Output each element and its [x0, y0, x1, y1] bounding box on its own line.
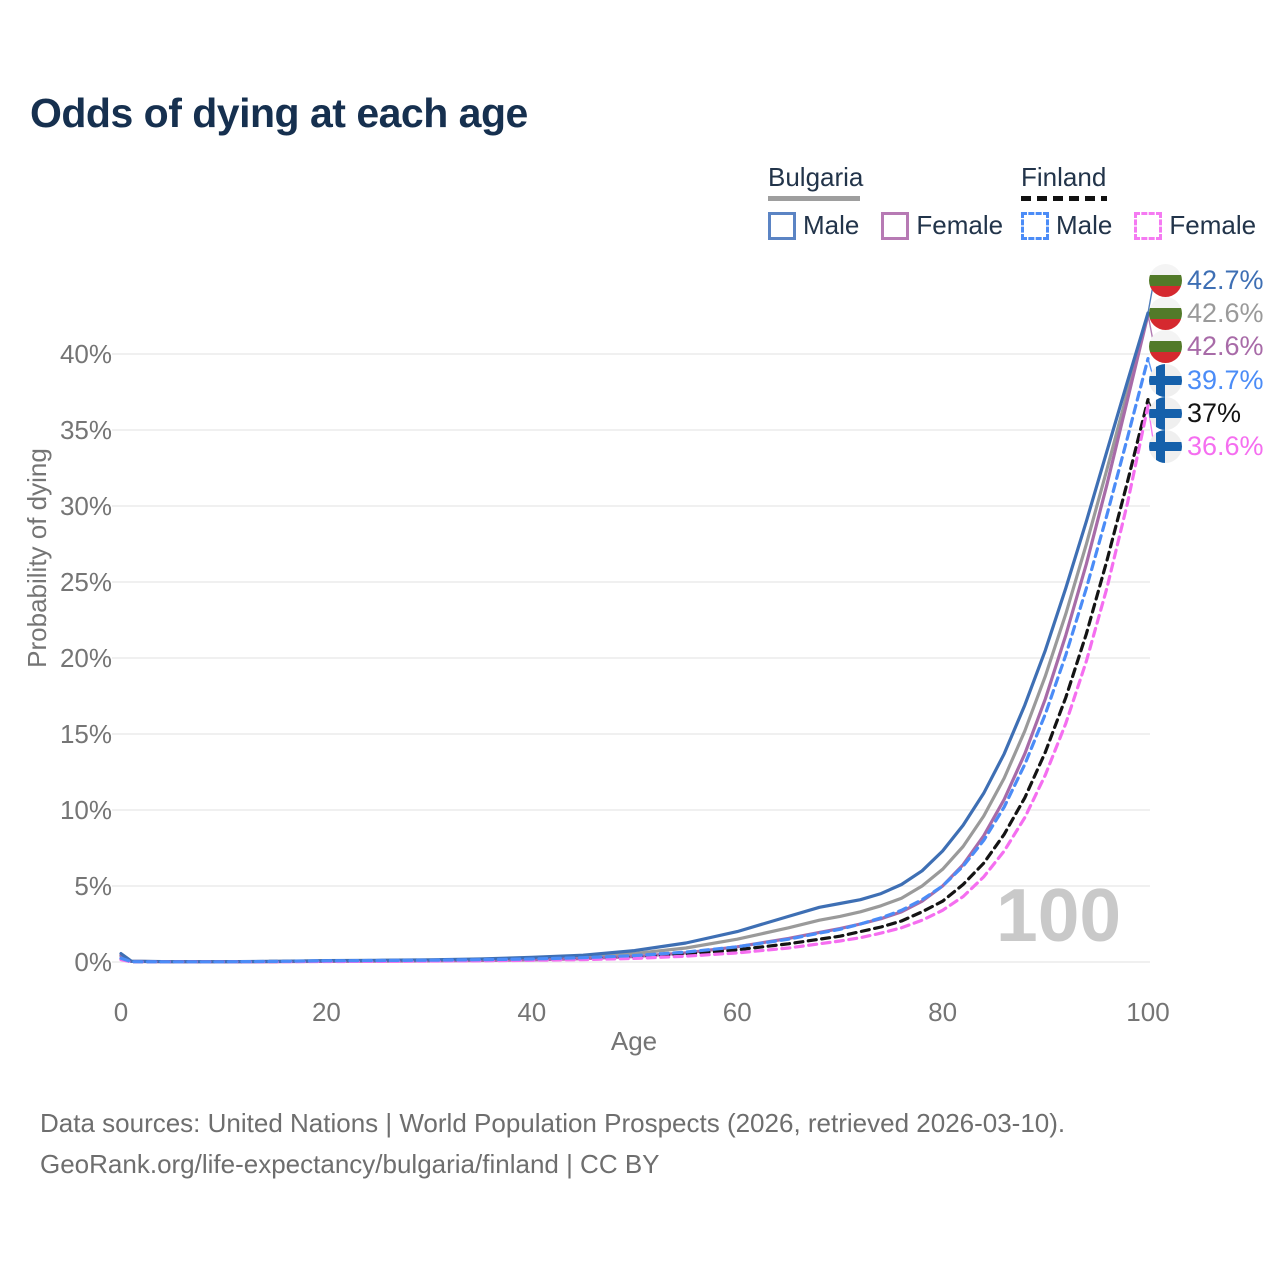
end-value: 39.7%	[1187, 365, 1264, 395]
page-title: Odds of dying at each age	[30, 90, 528, 136]
end-label-finland-male: 39.7%	[1149, 364, 1264, 397]
y-tick-label: 20%	[60, 643, 112, 673]
x-axis-title: Age	[611, 1026, 657, 1056]
y-tick-label: 10%	[60, 795, 112, 825]
legend-label: Male	[1056, 210, 1113, 240]
legend-item-finland-female[interactable]: Female	[1134, 210, 1256, 241]
finland-flag-icon	[1149, 430, 1182, 463]
y-tick-label: 35%	[60, 415, 112, 445]
end-value: 42.7%	[1187, 265, 1264, 295]
watermark-age-100: 100	[996, 873, 1121, 957]
finland-flag-icon	[1149, 364, 1182, 397]
x-tick-label: 0	[114, 997, 128, 1027]
bulgaria-flag-icon	[1149, 264, 1182, 297]
x-tick-label: 100	[1126, 997, 1169, 1027]
bulgaria-flag-icon	[1149, 297, 1182, 330]
finland-male-swatch-icon	[1021, 211, 1049, 240]
bulgaria-male-swatch-icon	[768, 211, 796, 240]
x-tick-label: 20	[312, 997, 341, 1027]
legend-label: Male	[803, 210, 860, 240]
legend-group-bulgaria: Bulgaria Male Female	[768, 162, 1003, 241]
end-value: 37%	[1187, 398, 1242, 428]
series-line-finland-female[interactable]	[119, 404, 1150, 964]
y-tick-label: 0%	[74, 947, 112, 977]
x-tick-label: 40	[517, 997, 546, 1027]
end-label-finland-both: 37%	[1149, 397, 1241, 430]
y-tick-label: 30%	[60, 491, 112, 521]
x-tick-label: 80	[928, 997, 957, 1027]
bulgaria-female-swatch-icon	[881, 211, 910, 240]
y-tick-label: 5%	[74, 871, 112, 901]
footer-data-sources: Data sources: United Nations | World Pop…	[40, 1108, 1066, 1138]
legend-label: Female	[916, 210, 1004, 240]
finland-flag-icon	[1149, 397, 1182, 430]
legend-header-bulgaria: Bulgaria	[768, 162, 864, 192]
series-line-finland-both-sexes[interactable]	[119, 398, 1150, 964]
y-axis-title: Probability of dying	[22, 448, 52, 668]
end-label-finland-female: 36.6%	[1149, 430, 1264, 463]
finland-dashed-line-swatch	[1021, 196, 1107, 201]
end-value: 42.6%	[1187, 298, 1264, 328]
y-tick-label: 15%	[60, 719, 112, 749]
legend-label: Female	[1169, 210, 1257, 240]
finland-female-swatch-icon	[1134, 211, 1163, 240]
y-tick-label: 25%	[60, 567, 112, 597]
footer-attribution[interactable]: GeoRank.org/life-expectancy/bulgaria/fin…	[40, 1149, 660, 1179]
legend-group-finland: Finland Male Female	[1021, 162, 1256, 241]
legend-header-finland: Finland	[1021, 162, 1107, 192]
end-label-bulgaria-female: 42.6%	[1149, 330, 1264, 363]
end-value: 36.6%	[1187, 431, 1264, 461]
bulgaria-solid-line-swatch	[768, 196, 860, 201]
bulgaria-flag-icon	[1149, 330, 1182, 363]
end-value: 42.6%	[1187, 331, 1264, 361]
end-label-bulgaria-male: 42.7%	[1149, 264, 1264, 297]
x-tick-label: 60	[723, 997, 752, 1027]
y-tick-label: 40%	[60, 339, 112, 369]
legend-item-bulgaria-male[interactable]: Male	[768, 210, 859, 241]
end-label-bulgaria-both: 42.6%	[1149, 297, 1264, 330]
legend-item-finland-male[interactable]: Male	[1021, 210, 1112, 241]
series-line-finland-male[interactable]	[119, 357, 1150, 964]
legend-item-bulgaria-female[interactable]: Female	[881, 210, 1003, 241]
